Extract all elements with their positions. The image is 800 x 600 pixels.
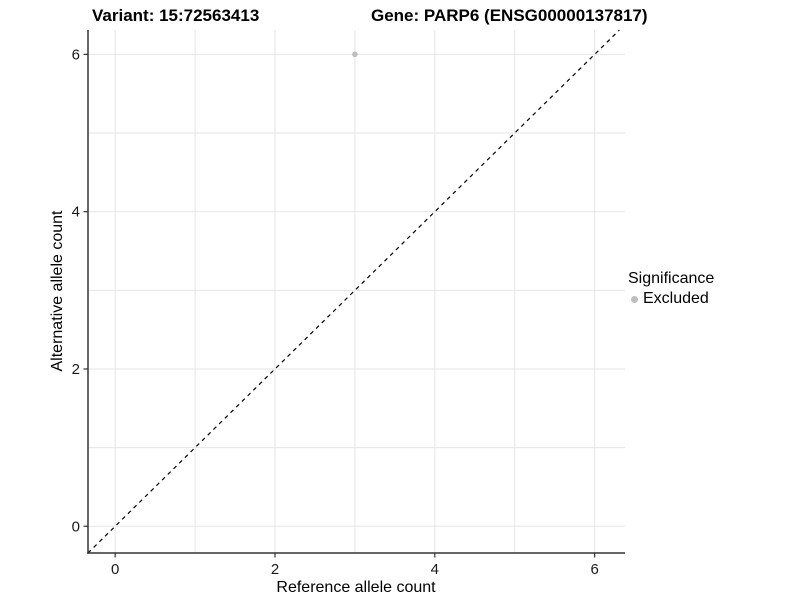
x-tick-label: 6 [590, 561, 598, 578]
legend-item-excluded: Excluded [628, 289, 714, 308]
legend: Significance Excluded [628, 270, 715, 308]
legend-title: Significance [628, 270, 715, 287]
y-tick-label: 6 [72, 46, 80, 63]
plot-title-gene: Gene: PARP6 (ENSG00000137817) [371, 6, 648, 25]
x-tick-label: 2 [271, 561, 279, 578]
x-axis-label: Reference allele count [276, 579, 436, 596]
y-tick-label: 4 [72, 204, 80, 221]
data-point [352, 51, 358, 58]
y-tick-label: 2 [72, 361, 80, 378]
excluded-point-icon [631, 295, 638, 303]
x-tick-label: 4 [431, 561, 439, 578]
identity-dashed-line [87, 29, 620, 554]
legend-item-label: Excluded [643, 289, 709, 307]
y-axis-label: Alternative allele count [49, 210, 66, 372]
plot-title-variant: Variant: 15:72563413 [92, 6, 260, 25]
x-tick-label: 0 [111, 561, 119, 578]
y-tick-label: 0 [72, 518, 80, 535]
